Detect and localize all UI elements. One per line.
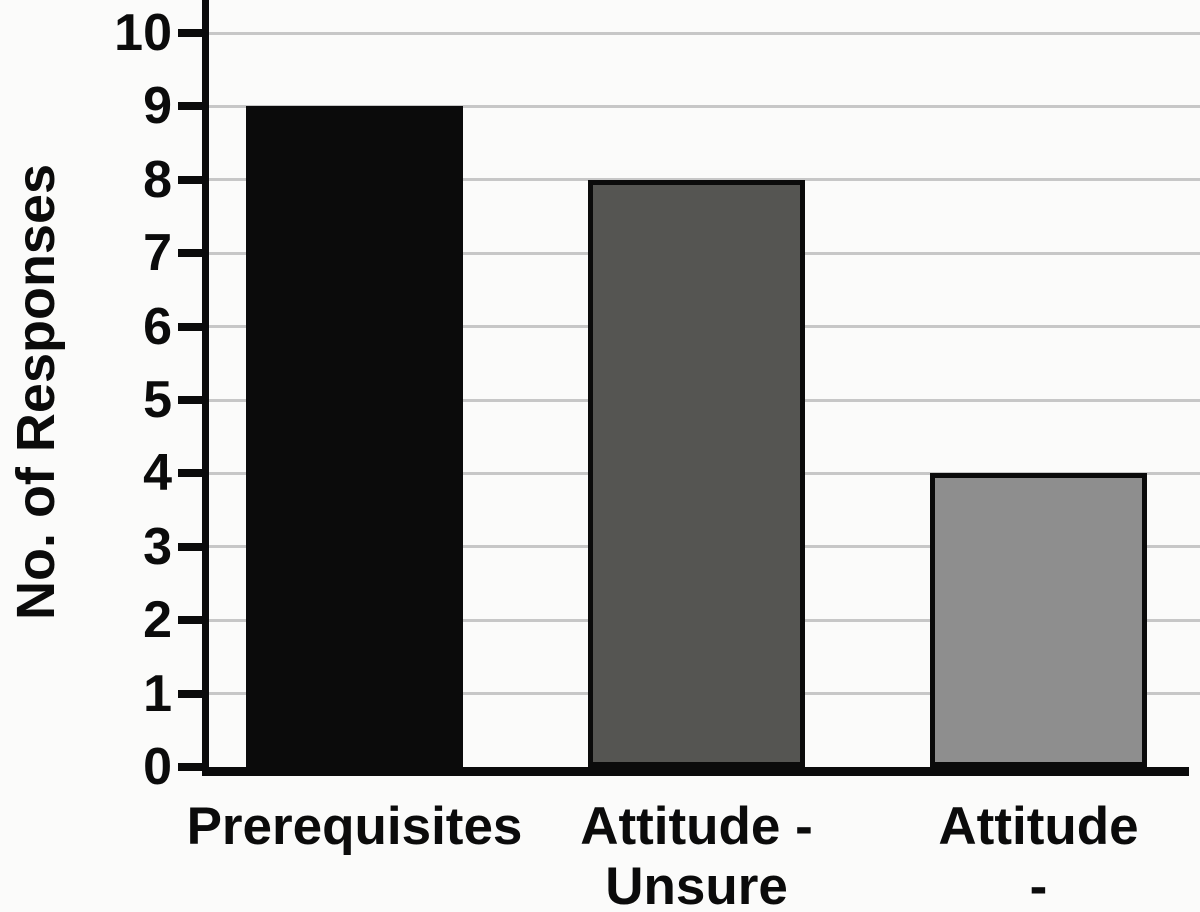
y-axis-tick [178,763,209,771]
y-tick-label: 7 [143,224,172,283]
y-axis-tick [178,469,209,478]
bar-attitude-negative [930,473,1147,767]
x-axis-line [202,767,1189,776]
y-axis-tick [178,249,209,258]
y-tick-label: 2 [143,591,172,650]
y-axis-line [202,0,209,776]
y-tick-label: 1 [143,664,172,723]
y-tick-label: 10 [114,4,172,62]
y-tick-label: 8 [143,150,172,209]
y-axis-tick [178,396,209,404]
x-category-label: Attitude - Negative [938,797,1139,912]
x-category-label: Prerequisites [186,797,523,856]
gridline [205,31,1200,35]
y-tick-label: 5 [143,371,172,429]
y-tick-label: 4 [143,444,172,503]
y-axis-tick [178,102,209,111]
y-tick-label: 0 [143,738,172,796]
gridline [205,104,1200,108]
y-tick-label: 9 [143,77,172,136]
y-axis-tick [178,322,209,331]
bar-attitude-unsure [588,179,805,767]
y-axis-tick [178,689,209,698]
y-axis-tick [178,29,209,37]
y-axis-tick [178,175,209,184]
y-tick-label: 6 [143,297,172,356]
y-tick-label: 3 [143,517,172,576]
x-category-label: Attitude - Unsure [580,797,813,912]
bar-prerequisites [246,106,463,767]
y-axis-tick [178,616,209,625]
y-axis-tick [178,542,209,551]
